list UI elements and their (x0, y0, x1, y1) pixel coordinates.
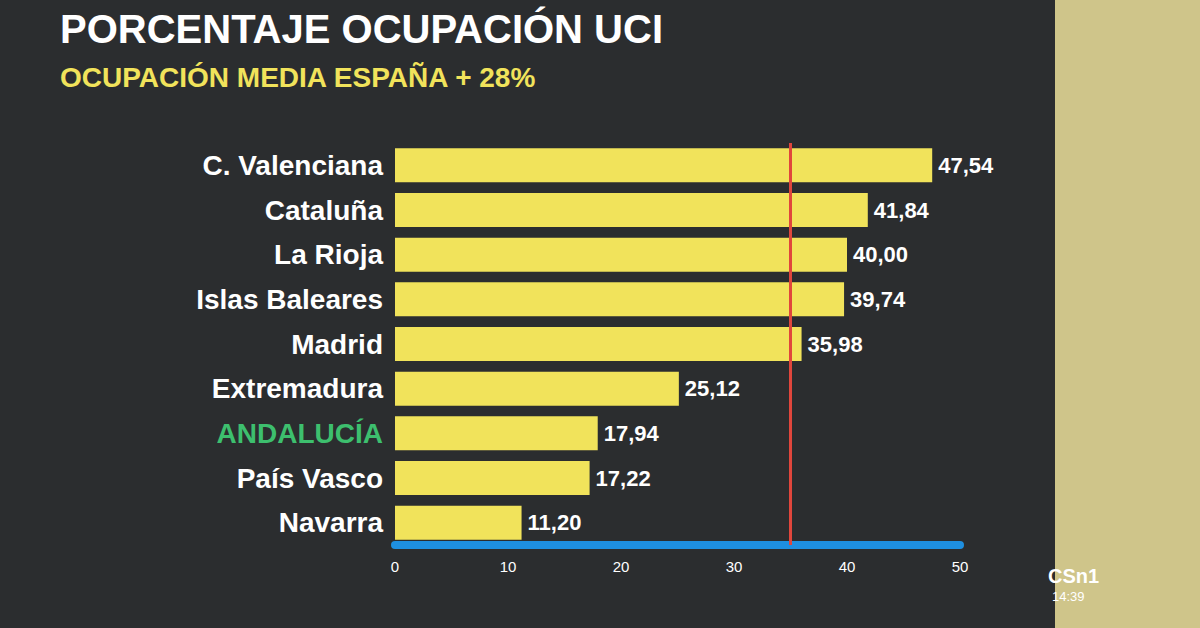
svg-text:47,54: 47,54 (938, 153, 994, 178)
svg-text:17,94: 17,94 (604, 421, 660, 446)
svg-text:17,22: 17,22 (596, 466, 651, 491)
svg-text:CSn1: CSn1 (1048, 565, 1099, 587)
svg-text:OCUPACIÓN MEDIA ESPAÑA + 28%: OCUPACIÓN MEDIA ESPAÑA + 28% (60, 62, 535, 93)
svg-text:0: 0 (391, 558, 399, 575)
svg-text:20: 20 (613, 558, 630, 575)
svg-text:Madrid: Madrid (291, 329, 383, 360)
svg-text:La Rioja: La Rioja (274, 239, 383, 270)
svg-text:25,12: 25,12 (685, 376, 740, 401)
svg-text:Navarra: Navarra (279, 507, 384, 538)
svg-text:40: 40 (839, 558, 856, 575)
svg-text:ANDALUCÍA: ANDALUCÍA (217, 418, 383, 449)
svg-text:50: 50 (952, 558, 969, 575)
svg-text:14:39: 14:39 (1052, 589, 1085, 604)
svg-text:C. Valenciana: C. Valenciana (202, 150, 383, 181)
svg-text:10: 10 (500, 558, 517, 575)
svg-text:41,84: 41,84 (874, 198, 930, 223)
svg-text:30: 30 (726, 558, 743, 575)
svg-text:País Vasco: País Vasco (237, 463, 383, 494)
svg-text:40,00: 40,00 (853, 242, 908, 267)
svg-text:35,98: 35,98 (808, 332, 863, 357)
svg-text:Cataluña: Cataluña (265, 195, 384, 226)
svg-text:Islas Baleares: Islas Baleares (196, 284, 383, 315)
svg-text:PORCENTAJE OCUPACIÓN UCI: PORCENTAJE OCUPACIÓN UCI (60, 6, 663, 51)
svg-text:39,74: 39,74 (850, 287, 906, 312)
svg-text:11,20: 11,20 (528, 510, 582, 535)
svg-text:Extremadura: Extremadura (212, 373, 384, 404)
